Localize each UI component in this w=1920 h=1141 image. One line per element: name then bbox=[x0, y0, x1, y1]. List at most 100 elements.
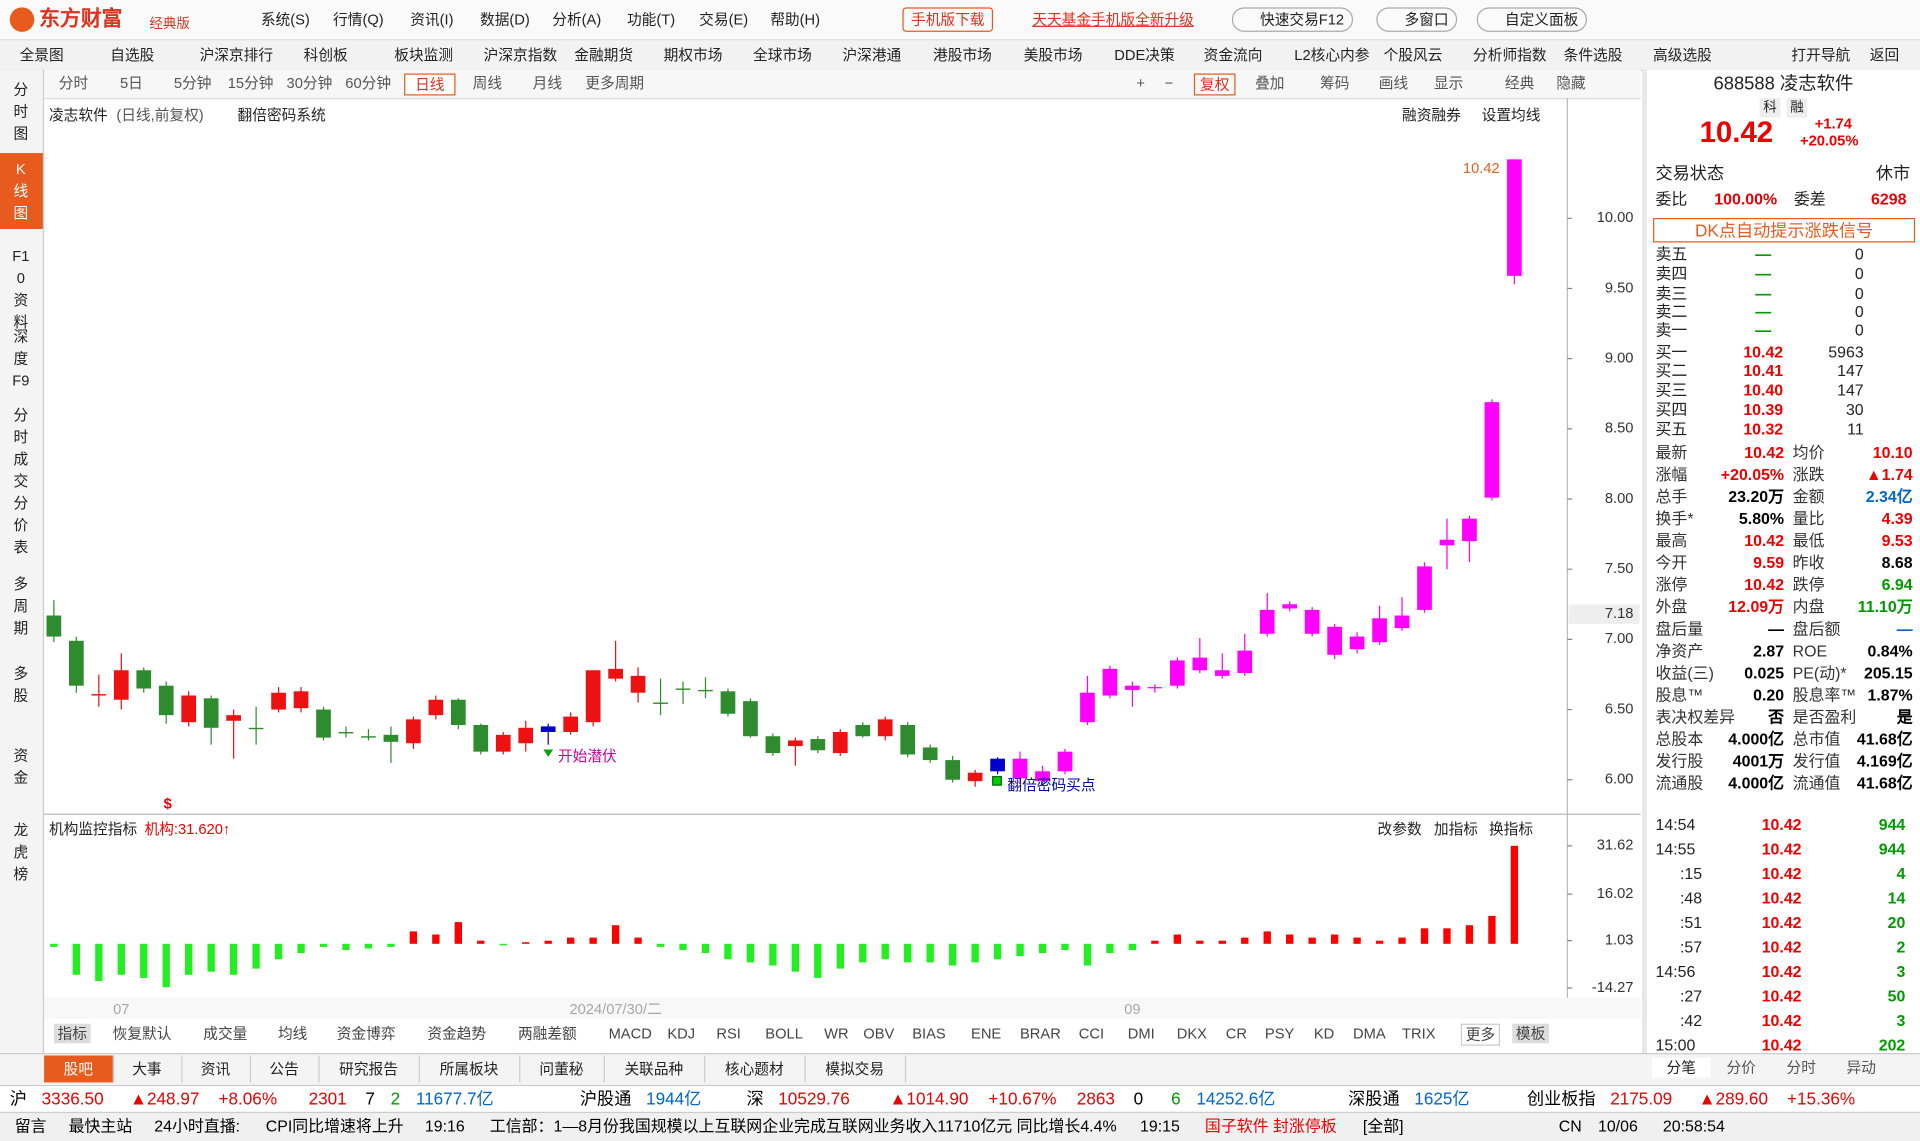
signal-link[interactable]: DK点自动提示涨跌信号 bbox=[1653, 217, 1916, 243]
indicator-tab[interactable]: DMI bbox=[1127, 1024, 1155, 1043]
quote-tab[interactable]: 分时 bbox=[1786, 1059, 1816, 1077]
menu-item[interactable]: 功能(T) bbox=[626, 11, 676, 29]
indicator-tab[interactable]: 两融差额 bbox=[517, 1024, 577, 1043]
period-button[interactable]: 日线 bbox=[404, 73, 456, 96]
period-button[interactable]: 月线 bbox=[532, 74, 563, 92]
bottom-tab[interactable]: 公告 bbox=[250, 1055, 320, 1083]
period-button[interactable]: 60分钟 bbox=[345, 74, 392, 92]
tool-button[interactable]: 隐藏 bbox=[1556, 74, 1586, 92]
link-text[interactable]: 天天基金手机版全新升级 bbox=[1032, 11, 1194, 29]
sidebar-item[interactable]: 资金 bbox=[13, 746, 29, 787]
tool-button[interactable]: 叠加 bbox=[1255, 74, 1285, 92]
nav-item[interactable]: 打开导航 bbox=[1791, 46, 1851, 64]
link-button[interactable]: 手机版下载 bbox=[902, 7, 994, 32]
nav-item[interactable]: 个股风云 bbox=[1383, 46, 1443, 64]
tool-button[interactable]: 显示 bbox=[1433, 74, 1464, 92]
sidebar-item[interactable]: F10资料 bbox=[12, 247, 30, 331]
tool-button[interactable]: 筹码 bbox=[1320, 74, 1350, 92]
indicator-tab[interactable]: BIAS bbox=[912, 1024, 946, 1043]
tool-button[interactable]: 复权 bbox=[1193, 73, 1236, 96]
bottom-tab[interactable]: 核心题材 bbox=[704, 1055, 806, 1083]
period-button[interactable]: 更多周期 bbox=[585, 74, 645, 92]
bottom-tab[interactable]: 关联品种 bbox=[604, 1055, 706, 1083]
indicator-tab[interactable]: 资金趋势 bbox=[427, 1024, 487, 1043]
sidebar-item[interactable]: 分时图 bbox=[13, 80, 29, 143]
nav-item[interactable]: 港股市场 bbox=[933, 46, 992, 64]
menu-item[interactable]: 系统(S) bbox=[260, 11, 310, 29]
nav-item[interactable]: L2核心内参 bbox=[1294, 46, 1370, 64]
tool-button[interactable]: + bbox=[1136, 74, 1145, 92]
bottom-tab[interactable]: 资讯 bbox=[181, 1055, 252, 1083]
sidebar-item[interactable]: 龙虎榜 bbox=[13, 821, 29, 883]
indicator-tab[interactable]: RSI bbox=[716, 1024, 741, 1043]
indicator-link[interactable]: 换指标 bbox=[1488, 820, 1534, 838]
nav-item[interactable]: 分析师指数 bbox=[1473, 46, 1547, 64]
quote-tab[interactable]: 分价 bbox=[1726, 1059, 1756, 1077]
period-button[interactable]: 周线 bbox=[472, 74, 503, 92]
indicator-tab[interactable]: DMA bbox=[1353, 1024, 1386, 1043]
indicator-tab[interactable]: 成交量 bbox=[203, 1024, 248, 1043]
sidebar-item[interactable]: 多周期 bbox=[13, 575, 29, 637]
header-button[interactable]: 快速交易F12 bbox=[1231, 7, 1353, 32]
period-button[interactable]: 30分钟 bbox=[286, 74, 333, 92]
nav-item[interactable]: 美股市场 bbox=[1023, 46, 1083, 64]
indicator-link[interactable]: 加指标 bbox=[1433, 820, 1478, 838]
indicator-tab[interactable]: 更多 bbox=[1460, 1023, 1501, 1046]
nav-item[interactable]: 沪深港通 bbox=[842, 46, 902, 64]
nav-item[interactable]: 条件选股 bbox=[1563, 46, 1623, 64]
sidebar-item[interactable]: 深度F9 bbox=[12, 328, 30, 390]
sidebar-item[interactable]: 多股 bbox=[13, 664, 29, 705]
indicator-tab[interactable]: TRIX bbox=[1402, 1024, 1436, 1043]
indicator-tab[interactable]: DKX bbox=[1176, 1024, 1207, 1043]
indicator-tab[interactable]: CR bbox=[1225, 1024, 1247, 1043]
nav-item[interactable]: 金融期货 bbox=[574, 46, 634, 64]
bottom-tab[interactable]: 研究报告 bbox=[318, 1055, 421, 1083]
indicator-tab[interactable]: 模板 bbox=[1512, 1023, 1549, 1044]
indicator-tab[interactable]: CCI bbox=[1078, 1024, 1105, 1043]
period-button[interactable]: 分时 bbox=[58, 74, 89, 92]
indicator-tab[interactable]: PSY bbox=[1264, 1024, 1295, 1043]
indicator-tab[interactable]: KDJ bbox=[667, 1024, 696, 1043]
chart-link[interactable]: 融资融券 bbox=[1402, 106, 1461, 124]
nav-item[interactable]: 自选股 bbox=[110, 46, 155, 64]
nav-item[interactable]: 沪深京排行 bbox=[199, 46, 274, 64]
sidebar-item[interactable]: 分时成交 bbox=[13, 406, 29, 490]
indicator-tab[interactable]: KD bbox=[1313, 1024, 1335, 1043]
bottom-tab[interactable]: 大事 bbox=[113, 1055, 183, 1083]
nav-item[interactable]: DDE决策 bbox=[1114, 46, 1175, 64]
quote-tab[interactable]: 异动 bbox=[1846, 1059, 1876, 1077]
menu-item[interactable]: 帮助(H) bbox=[770, 11, 821, 29]
nav-item[interactable]: 期权市场 bbox=[663, 46, 723, 64]
indicator-tab[interactable]: 资金博弈 bbox=[336, 1024, 396, 1043]
menu-item[interactable]: 数据(D) bbox=[480, 11, 530, 29]
nav-item[interactable]: 高级选股 bbox=[1653, 46, 1712, 64]
nav-item[interactable]: 沪深京指数 bbox=[483, 46, 558, 64]
bottom-tab[interactable]: 问董秘 bbox=[519, 1055, 605, 1083]
bottom-tab[interactable]: 所属板块 bbox=[419, 1055, 521, 1083]
indicator-tab[interactable]: OBV bbox=[863, 1024, 895, 1043]
header-button[interactable]: 多窗口 bbox=[1376, 7, 1458, 32]
indicator-link[interactable]: 改参数 bbox=[1377, 820, 1422, 838]
sidebar-item[interactable]: 分价表 bbox=[13, 494, 29, 556]
nav-item[interactable]: 返回 bbox=[1869, 46, 1900, 64]
indicator-tab[interactable]: MACD bbox=[608, 1024, 652, 1043]
tool-button[interactable]: − bbox=[1164, 74, 1174, 92]
bottom-tab[interactable]: 模拟交易 bbox=[804, 1055, 907, 1083]
indicator-tab[interactable]: 均线 bbox=[277, 1024, 308, 1043]
bottom-tab[interactable]: 股吧 bbox=[44, 1055, 114, 1083]
indicator-tab[interactable]: ENE bbox=[971, 1024, 1002, 1043]
period-button[interactable]: 5日 bbox=[120, 74, 143, 92]
indicator-tab[interactable]: 指标 bbox=[53, 1023, 91, 1044]
menu-item[interactable]: 资讯(I) bbox=[410, 11, 454, 29]
tool-button[interactable]: 经典 bbox=[1504, 74, 1535, 92]
nav-item[interactable]: 全球市场 bbox=[753, 46, 812, 64]
menu-item[interactable]: 行情(Q) bbox=[333, 11, 384, 29]
nav-item[interactable]: 全景图 bbox=[19, 46, 64, 64]
quote-tab[interactable]: 分笔 bbox=[1651, 1057, 1711, 1078]
indicator-tab[interactable]: BOLL bbox=[765, 1024, 803, 1043]
menu-item[interactable]: 交易(E) bbox=[699, 11, 749, 29]
nav-item[interactable]: 资金流向 bbox=[1203, 46, 1263, 64]
nav-item[interactable]: 科创板 bbox=[303, 46, 348, 64]
nav-item[interactable]: 板块监测 bbox=[394, 46, 454, 64]
period-button[interactable]: 15分钟 bbox=[227, 74, 274, 92]
